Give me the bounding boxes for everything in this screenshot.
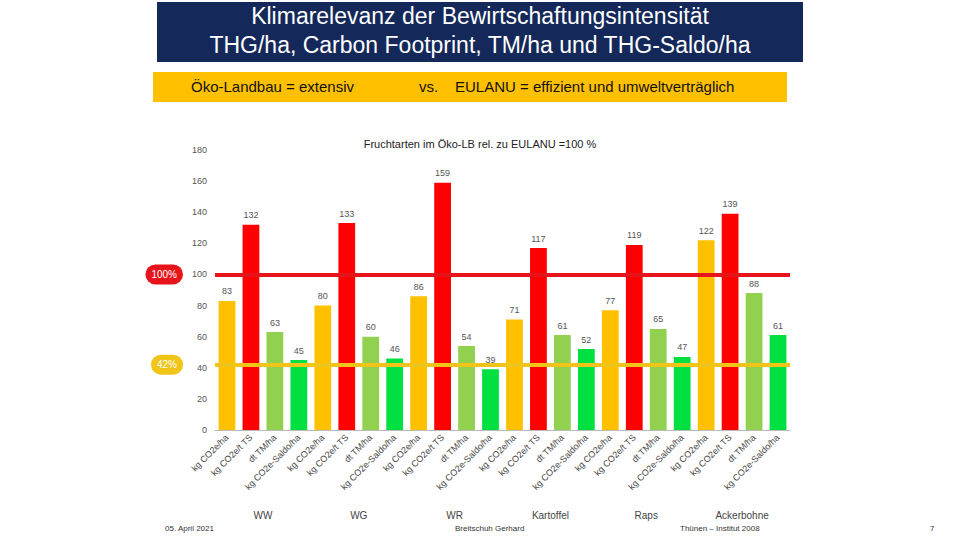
svg-text:dt TM/ha: dt TM/ha bbox=[246, 432, 279, 465]
svg-text:100: 100 bbox=[192, 269, 207, 279]
svg-text:kg CO2e/ha: kg CO2e/ha bbox=[189, 432, 231, 474]
svg-text:kg CO2e-Saldo/ha: kg CO2e-Saldo/ha bbox=[722, 432, 781, 491]
svg-text:40: 40 bbox=[197, 363, 207, 373]
svg-text:54: 54 bbox=[462, 332, 472, 342]
svg-text:100%: 100% bbox=[151, 269, 177, 280]
svg-text:159: 159 bbox=[435, 168, 450, 178]
svg-text:kg CO2e/t TS: kg CO2e/t TS bbox=[400, 432, 447, 478]
svg-text:kg CO2e/ha: kg CO2e/ha bbox=[477, 432, 518, 474]
svg-text:120: 120 bbox=[192, 238, 207, 248]
svg-text:kg CO2e/t TS: kg CO2e/t TS bbox=[592, 432, 638, 478]
svg-text:dt TM/ha: dt TM/ha bbox=[725, 432, 758, 465]
svg-text:Ackerbohne: Ackerbohne bbox=[715, 510, 769, 521]
svg-text:61: 61 bbox=[557, 321, 567, 331]
svg-text:Fruchtarten im Öko-LB rel. zu: Fruchtarten im Öko-LB rel. zu EULANU =10… bbox=[364, 138, 597, 150]
svg-text:71: 71 bbox=[509, 305, 519, 315]
svg-text:Raps: Raps bbox=[635, 510, 658, 521]
svg-text:Kartoffel: Kartoffel bbox=[532, 510, 569, 521]
svg-text:kg CO2e-Saldo/ha: kg CO2e-Saldo/ha bbox=[243, 432, 303, 492]
svg-text:61: 61 bbox=[773, 321, 783, 331]
svg-text:83: 83 bbox=[222, 286, 232, 296]
svg-text:kg CO2e/t TS: kg CO2e/t TS bbox=[209, 432, 255, 478]
svg-text:65: 65 bbox=[653, 314, 663, 324]
svg-text:kg CO2e/t TS: kg CO2e/t TS bbox=[688, 432, 734, 478]
html-text:Öko-Landbau = extensiv: Öko-Landbau = extensiv bbox=[191, 78, 354, 95]
svg-text:kg CO2e-Saldo/ha: kg CO2e-Saldo/ha bbox=[626, 432, 686, 492]
svg-text:WG: WG bbox=[350, 510, 367, 521]
html-text:THG/ha, Carbon Footprint, TM/h: THG/ha, Carbon Footprint, TM/ha und THG-… bbox=[209, 32, 751, 58]
svg-text:140: 140 bbox=[192, 207, 207, 217]
html-text:vs.: vs. bbox=[419, 78, 439, 95]
svg-text:WW: WW bbox=[253, 510, 272, 521]
svg-text:kg CO2e-Saldo/ha: kg CO2e-Saldo/ha bbox=[530, 432, 590, 492]
html-text:Breitschuh Gerhard: Breitschuh Gerhard bbox=[455, 524, 525, 533]
svg-text:60: 60 bbox=[197, 332, 207, 342]
svg-text:kg CO2e-Saldo/ha: kg CO2e-Saldo/ha bbox=[338, 432, 399, 492]
svg-text:dt TM/ha: dt TM/ha bbox=[629, 432, 662, 465]
svg-text:133: 133 bbox=[339, 209, 354, 219]
svg-text:60: 60 bbox=[366, 322, 376, 332]
svg-text:kg CO2e/t TS: kg CO2e/t TS bbox=[304, 432, 351, 478]
svg-text:dt TM/ha: dt TM/ha bbox=[342, 432, 375, 465]
svg-text:0: 0 bbox=[202, 425, 207, 435]
svg-text:47: 47 bbox=[677, 342, 687, 352]
svg-text:122: 122 bbox=[699, 226, 714, 236]
svg-text:132: 132 bbox=[243, 210, 258, 220]
svg-text:dt TM/ha: dt TM/ha bbox=[533, 432, 566, 465]
svg-text:42%: 42% bbox=[157, 359, 177, 370]
svg-text:63: 63 bbox=[270, 318, 280, 328]
svg-text:dt TM/ha: dt TM/ha bbox=[438, 432, 471, 465]
svg-text:39: 39 bbox=[485, 354, 496, 365]
html-text:Thünen – Institut 2008: Thünen – Institut 2008 bbox=[680, 524, 760, 533]
svg-text:kg CO2e/ha: kg CO2e/ha bbox=[285, 432, 327, 474]
svg-text:80: 80 bbox=[318, 291, 328, 301]
svg-text:119: 119 bbox=[627, 230, 641, 240]
svg-text:kg CO2e/ha: kg CO2e/ha bbox=[381, 432, 423, 474]
svg-text:180: 180 bbox=[192, 145, 207, 155]
svg-text:52: 52 bbox=[581, 335, 591, 345]
svg-text:45: 45 bbox=[294, 346, 304, 356]
svg-text:139: 139 bbox=[723, 199, 738, 209]
svg-text:WR: WR bbox=[446, 510, 463, 521]
svg-text:117: 117 bbox=[531, 234, 545, 244]
html-text:EULANU = effizient und umweltv: EULANU = effizient und umweltverträglich bbox=[455, 78, 735, 95]
html-text:Klimarelevanz der Bewirtschaft: Klimarelevanz der Bewirtschaftungsintens… bbox=[251, 3, 709, 29]
svg-text:kg CO2e/ha: kg CO2e/ha bbox=[668, 432, 710, 474]
svg-text:80: 80 bbox=[197, 301, 207, 311]
svg-text:88: 88 bbox=[749, 279, 759, 289]
svg-text:77: 77 bbox=[605, 296, 615, 306]
svg-text:20: 20 bbox=[197, 394, 207, 404]
svg-text:kg CO2e/ha: kg CO2e/ha bbox=[572, 432, 614, 474]
svg-text:160: 160 bbox=[192, 176, 207, 186]
svg-text:kg CO2e/t TS: kg CO2e/t TS bbox=[496, 432, 542, 478]
html-text:05. April 2021: 05. April 2021 bbox=[165, 524, 214, 533]
svg-text:46: 46 bbox=[390, 344, 400, 354]
html-text:7: 7 bbox=[930, 524, 935, 533]
svg-text:86: 86 bbox=[414, 282, 424, 292]
svg-text:kg CO2e-Saldo/ha: kg CO2e-Saldo/ha bbox=[434, 432, 495, 492]
